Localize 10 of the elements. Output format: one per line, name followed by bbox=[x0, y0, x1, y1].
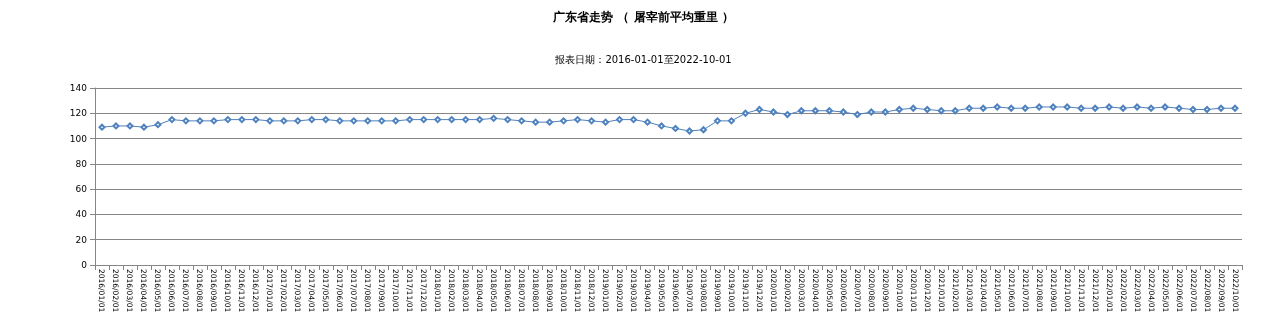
y-tick-label: 80 bbox=[75, 158, 88, 169]
y-tick-label: 140 bbox=[69, 83, 88, 93]
y-tick-label: 60 bbox=[75, 184, 88, 195]
y-tick-label: 100 bbox=[69, 133, 88, 144]
y-tick-label: 120 bbox=[69, 108, 88, 119]
y-tick-label: 0 bbox=[81, 260, 88, 270]
chart-title: 广东省走势 （ 屠宰前平均重里 ） bbox=[552, 10, 734, 24]
y-tick-label: 40 bbox=[75, 209, 88, 220]
y-tick-label: 20 bbox=[75, 234, 88, 245]
chart-subtitle: 报表日期：2016-01-01至2022-10-01 bbox=[554, 53, 732, 65]
